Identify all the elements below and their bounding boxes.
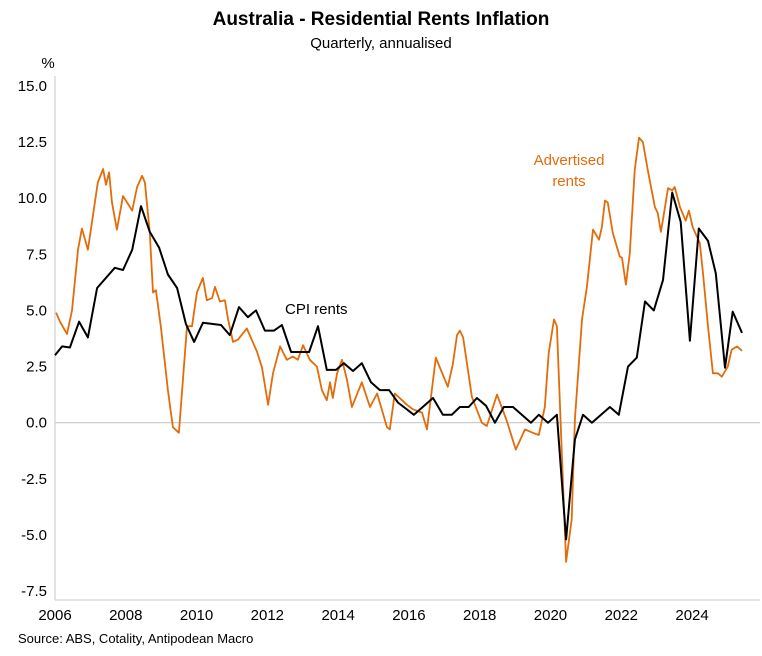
x-tick-label: 2014 bbox=[321, 607, 354, 624]
chart-title: Australia - Residential Rents Inflation bbox=[213, 9, 550, 30]
x-tick-label: 2006 bbox=[38, 607, 71, 624]
x-tick-label: 2016 bbox=[392, 607, 425, 624]
y-tick-label: 5.0 bbox=[26, 302, 47, 319]
cpi-rents-label: CPI rents bbox=[285, 301, 348, 318]
y-tick-label: 2.5 bbox=[26, 359, 47, 376]
y-tick-label: 12.5 bbox=[18, 134, 47, 151]
y-tick-label: 7.5 bbox=[26, 246, 47, 263]
y-tick-label: -5.0 bbox=[21, 527, 47, 544]
chart-subtitle: Quarterly, annualised bbox=[310, 35, 451, 52]
y-tick-label: 0.0 bbox=[26, 415, 47, 432]
y-axis-unit-label: % bbox=[41, 55, 54, 72]
advertised-rents-label-line1: Advertised bbox=[534, 152, 605, 169]
cpi-rents-line bbox=[54, 191, 743, 541]
y-tick-label: -2.5 bbox=[21, 471, 47, 488]
x-tick-label: 2010 bbox=[180, 607, 213, 624]
advertised-rents-line bbox=[55, 136, 743, 563]
y-tick-label: -7.5 bbox=[21, 583, 47, 600]
y-tick-label: 15.0 bbox=[18, 78, 47, 95]
advertised-rents-label-line2: rents bbox=[552, 173, 585, 190]
x-tick-label: 2018 bbox=[463, 607, 496, 624]
source-note: Source: ABS, Cotality, Antipodean Macro bbox=[18, 631, 253, 646]
x-tick-label: 2022 bbox=[605, 607, 638, 624]
y-tick-label: 10.0 bbox=[18, 190, 47, 207]
x-tick-label: 2024 bbox=[675, 607, 708, 624]
x-tick-label: 2012 bbox=[251, 607, 284, 624]
x-tick-label: 2008 bbox=[109, 607, 142, 624]
x-tick-label: 2020 bbox=[534, 607, 567, 624]
